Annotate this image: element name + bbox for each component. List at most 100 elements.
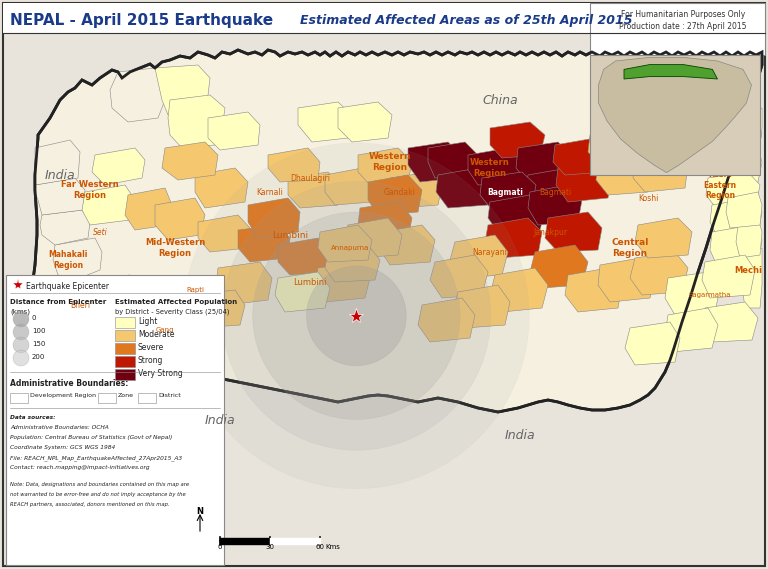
Polygon shape (162, 142, 218, 180)
Polygon shape (745, 108, 762, 148)
Polygon shape (450, 235, 508, 278)
Text: Kms: Kms (325, 544, 340, 550)
Polygon shape (488, 195, 545, 235)
Text: Lumbini: Lumbini (293, 278, 326, 287)
Polygon shape (710, 198, 762, 238)
Polygon shape (702, 255, 755, 298)
Polygon shape (716, 148, 762, 185)
Text: Koshi: Koshi (637, 193, 658, 203)
Text: Production date : 27th April 2015: Production date : 27th April 2015 (619, 22, 746, 31)
Polygon shape (152, 295, 205, 335)
Polygon shape (706, 172, 760, 208)
Polygon shape (490, 268, 548, 312)
Polygon shape (368, 175, 422, 215)
Polygon shape (325, 245, 380, 282)
Text: Light: Light (138, 317, 157, 326)
Text: Note: Data, designations and boundaries contained on this map are: Note: Data, designations and boundaries … (10, 482, 189, 487)
Text: Contact: reach.mapping@impact-initiatives.org: Contact: reach.mapping@impact-initiative… (10, 465, 150, 470)
Text: Koshi
Eastern
Region: Koshi Eastern Region (703, 170, 737, 200)
Text: (kms): (kms) (10, 308, 30, 315)
Polygon shape (588, 128, 645, 165)
Text: not warranted to be error-free and do not imply acceptance by the: not warranted to be error-free and do no… (10, 492, 186, 497)
Polygon shape (480, 172, 536, 210)
Polygon shape (553, 138, 610, 175)
Bar (115, 369, 135, 380)
Polygon shape (238, 225, 290, 262)
Text: Mechi: Mechi (734, 266, 762, 274)
Text: Administrative Boundaries:: Administrative Boundaries: (10, 379, 128, 388)
Polygon shape (736, 218, 762, 258)
Text: Gang: Gang (156, 327, 174, 333)
Polygon shape (358, 202, 412, 242)
Polygon shape (35, 295, 85, 345)
Text: Distance from Epicenter: Distance from Epicenter (10, 299, 106, 305)
Polygon shape (528, 185, 582, 225)
Text: Seti: Seti (93, 228, 108, 237)
Text: For Humanitarian Purposes Only: For Humanitarian Purposes Only (621, 10, 745, 19)
Polygon shape (110, 68, 168, 122)
Circle shape (13, 311, 29, 327)
Bar (115, 317, 135, 328)
Polygon shape (624, 65, 717, 79)
Polygon shape (490, 122, 545, 158)
Text: Dhaulagiri: Dhaulagiri (290, 174, 330, 183)
Text: Population: Central Bureau of Statistics (Govt of Nepal): Population: Central Bureau of Statistics… (10, 435, 172, 440)
Text: Lumbini: Lumbini (272, 230, 308, 240)
Text: India: India (505, 428, 535, 442)
Polygon shape (530, 245, 588, 288)
Polygon shape (190, 290, 245, 328)
Bar (115, 330, 135, 341)
Text: 150: 150 (32, 341, 45, 347)
Text: Development Region: Development Region (30, 393, 96, 398)
Polygon shape (325, 168, 375, 205)
Text: Narayani: Narayani (472, 248, 508, 257)
Polygon shape (408, 142, 462, 182)
Polygon shape (380, 225, 435, 265)
Polygon shape (208, 112, 260, 150)
Polygon shape (670, 138, 725, 175)
Ellipse shape (253, 212, 460, 419)
Text: Administrative Boundaries: OCHA: Administrative Boundaries: OCHA (10, 425, 109, 430)
Text: Far Western
Region: Far Western Region (61, 180, 119, 200)
Polygon shape (702, 302, 758, 342)
Polygon shape (275, 272, 330, 312)
Polygon shape (268, 148, 320, 182)
Polygon shape (155, 198, 205, 240)
Polygon shape (345, 218, 402, 258)
Bar (3, 3, 765, 33)
Text: 200: 200 (32, 354, 45, 360)
Text: 0: 0 (32, 315, 37, 321)
Bar (590, 55, 760, 175)
Polygon shape (665, 272, 720, 315)
Polygon shape (82, 185, 135, 225)
Text: Western
Region: Western Region (369, 152, 411, 172)
Text: Central
Region: Central Region (611, 238, 649, 258)
Polygon shape (216, 262, 272, 305)
Text: Data sources:: Data sources: (10, 415, 55, 420)
Polygon shape (598, 57, 752, 172)
Text: Moderate: Moderate (138, 330, 174, 339)
Polygon shape (315, 262, 370, 302)
Polygon shape (53, 238, 102, 278)
Polygon shape (516, 142, 572, 182)
Text: Janakpur: Janakpur (533, 228, 567, 237)
Polygon shape (155, 65, 210, 115)
Text: 0: 0 (218, 544, 222, 550)
Text: Sagarmatha: Sagarmatha (689, 292, 731, 298)
Text: Rapti: Rapti (186, 287, 204, 293)
Polygon shape (598, 258, 655, 302)
Polygon shape (545, 212, 602, 252)
Text: File: REACH_NPL_Map_EarthquakeAffected_27Apr2015_A3: File: REACH_NPL_Map_EarthquakeAffected_2… (10, 455, 182, 461)
Polygon shape (726, 192, 762, 228)
Polygon shape (418, 298, 475, 342)
Polygon shape (556, 162, 612, 202)
Text: REACH partners, associated, donors mentioned on this map.: REACH partners, associated, donors menti… (10, 502, 170, 507)
Text: 60: 60 (316, 544, 325, 550)
Text: Coordinate System: GCS WGS 1984: Coordinate System: GCS WGS 1984 (10, 445, 115, 450)
Polygon shape (706, 118, 762, 158)
Bar (138, 393, 156, 403)
Text: China: China (482, 93, 518, 106)
Polygon shape (633, 152, 688, 192)
Text: Western
Region: Western Region (470, 158, 510, 178)
Text: Severe: Severe (138, 343, 164, 352)
